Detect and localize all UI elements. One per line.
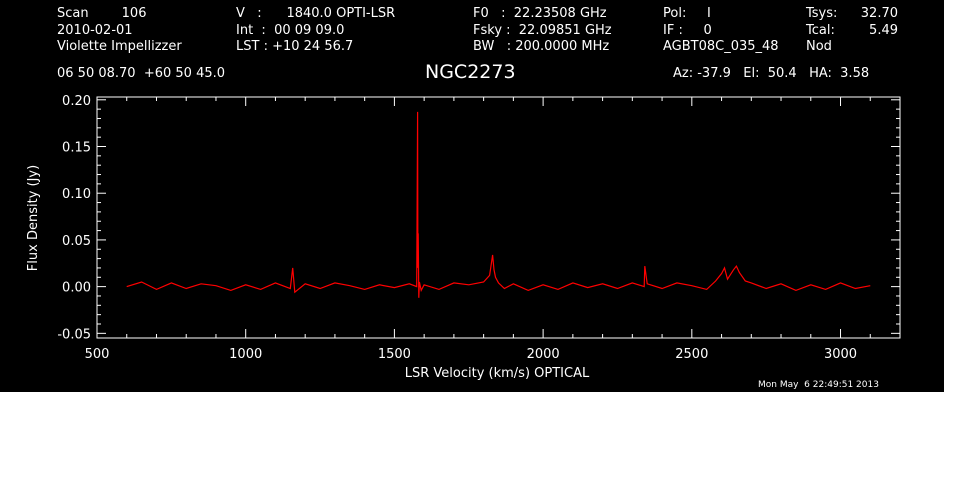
- x-tick-label: 1000: [229, 347, 262, 362]
- velocity-label: V : 1840.0 OPTI-LSR: [236, 6, 396, 21]
- y-tick-label: 0.15: [62, 141, 91, 156]
- tcal-value: 5.49: [869, 23, 898, 38]
- x-axis-label: LSR Velocity (km/s) OPTICAL: [405, 366, 590, 381]
- plot-axes: 500 1000 1500 2000 2500 3000 -0.05 0.00 0.05 0.10…: [57, 94, 901, 362]
- x-tick-label: 3000: [824, 347, 857, 362]
- sky-frequency-label: Fsky : 22.09851 GHz: [473, 23, 612, 38]
- y-axis-label: Flux Density (Jy): [26, 165, 41, 271]
- bandwidth-label: BW : 200.0000 MHz: [473, 39, 610, 54]
- x-tick-label: 2500: [675, 347, 708, 362]
- y-tick-label: 0.20: [62, 94, 91, 109]
- coordinates-label: 06 50 08.70 +60 50 45.0: [57, 66, 226, 81]
- integration-label: Int : 00 09 09.0: [236, 23, 345, 38]
- if-label: IF : 0: [663, 23, 712, 38]
- rest-frequency-label: F0 : 22.23508 GHz: [473, 6, 607, 21]
- tsys-label: Tsys:: [806, 6, 838, 21]
- y-tick-label: 0.10: [62, 187, 91, 202]
- procedure-label: Nod: [806, 39, 832, 54]
- date-label: 2010-02-01: [57, 23, 133, 38]
- spectrum-series: [126, 111, 871, 298]
- polarization-label: Pol: I: [663, 6, 711, 21]
- timestamp: Mon May 6 22:49:51 2013: [758, 380, 879, 390]
- spectrum-chart: 500 1000 1500 2000 2500 3000 -0.05 0.00 0.05 0.10…: [26, 94, 901, 381]
- tsys-value: 32.70: [860, 6, 898, 21]
- scan-label: Scan 106: [57, 6, 147, 21]
- plot-frame: [96, 96, 901, 339]
- y-tick-label: -0.05: [57, 327, 91, 342]
- spectrum-line: [126, 111, 871, 298]
- project-label: AGBT08C_035_48: [663, 39, 779, 54]
- lst-label: LST : +10 24 56.7: [236, 39, 354, 54]
- tcal-label: Tcal:: [806, 23, 835, 38]
- az-el-ha-label: Az: -37.9 El: 50.4 HA: 3.58: [673, 66, 870, 81]
- y-tick-label: 0.00: [62, 281, 91, 296]
- x-tick-label: 2000: [527, 347, 560, 362]
- x-tick-label: 500: [85, 347, 110, 362]
- object-name: NGC2273: [425, 61, 516, 83]
- y-tick-label: 0.05: [62, 234, 91, 249]
- observer-label: Violette Impellizzer: [57, 39, 182, 54]
- x-tick-label: 1500: [378, 347, 411, 362]
- plot-panel: Scan 106 2010-02-01 Violette Impellizzer…: [0, 0, 944, 392]
